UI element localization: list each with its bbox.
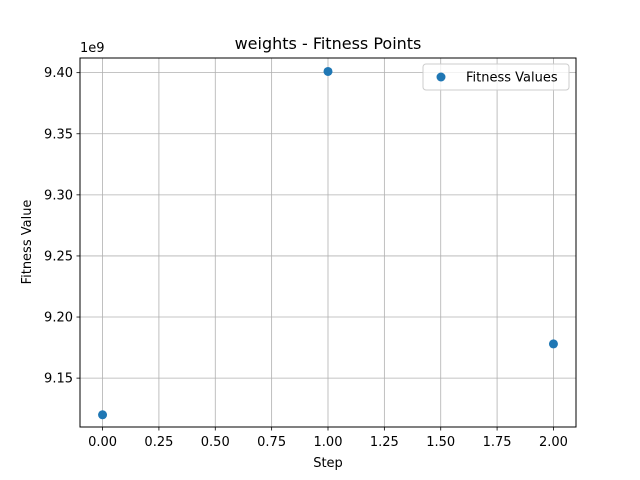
x-tick-label: 2.00 [539, 435, 568, 450]
x-tick-label: 1.50 [426, 435, 455, 450]
x-tick-label: 0.00 [88, 435, 117, 450]
legend: Fitness Values [422, 63, 570, 91]
data-points [98, 66, 558, 420]
legend-marker [436, 72, 446, 82]
data-point [548, 339, 558, 349]
y-axis-offset-label: 1e9 [80, 41, 105, 56]
x-axis-label: Step [313, 456, 343, 471]
y-tick-label: 9.15 [44, 372, 73, 387]
x-tick-label: 1.00 [314, 435, 343, 450]
y-tick-label: 9.25 [44, 249, 73, 264]
legend-label: Fitness Values [466, 71, 558, 86]
y-tick-label: 9.40 [44, 66, 73, 81]
axis-ticks: 0.00 0.25 0.50 0.75 1.00 1.25 1.50 1.75 2.00 9.15… [44, 66, 568, 450]
x-tick-label: 0.50 [201, 435, 230, 450]
y-tick-label: 9.20 [44, 311, 73, 326]
data-point [323, 66, 333, 76]
legend-box [422, 63, 570, 91]
x-tick-label: 1.75 [483, 435, 512, 450]
x-tick-label: 1.25 [370, 435, 399, 450]
x-tick-label: 0.75 [257, 435, 286, 450]
chart-title: weights - Fitness Points [235, 34, 422, 53]
y-axis-label: Fitness Value [20, 200, 35, 285]
x-tick-label: 0.25 [144, 435, 173, 450]
grid [80, 58, 576, 427]
y-tick-label: 9.30 [44, 188, 73, 203]
data-point [98, 410, 108, 420]
y-tick-label: 9.35 [44, 127, 73, 142]
